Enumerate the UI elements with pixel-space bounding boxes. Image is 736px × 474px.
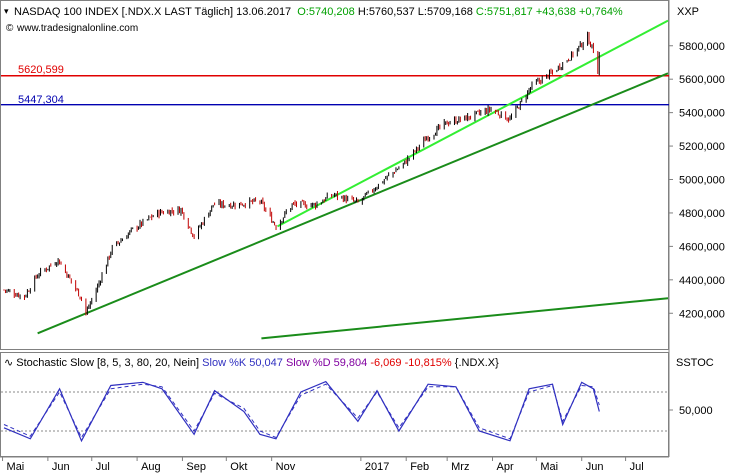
trendline-1 bbox=[277, 19, 669, 228]
trendline-2 bbox=[261, 297, 669, 340]
y-tick-label-4: 5000,000 bbox=[679, 175, 725, 187]
indicator-k-label: Slow %K 50,047 bbox=[202, 357, 283, 369]
x-tick-label-4: Sep bbox=[186, 461, 206, 473]
copyright-icon: © bbox=[6, 23, 14, 34]
y-tick-label-6: 4600,000 bbox=[679, 241, 725, 253]
blue-level-label: 5447,304 bbox=[18, 94, 64, 106]
trendline-0 bbox=[37, 72, 669, 335]
change-value: +43,638 bbox=[536, 6, 576, 18]
y-tick-label-7: 4400,000 bbox=[679, 275, 725, 287]
stoch-k-line bbox=[3, 380, 600, 443]
indicator-arrow-icon: ∿ bbox=[4, 357, 13, 369]
indicator-symbol: {.NDX.X} bbox=[455, 357, 499, 369]
price-axis-unit: XXP bbox=[677, 6, 699, 18]
x-tick-label-10: Apr bbox=[496, 461, 513, 473]
y-tick-label-8: 4200,000 bbox=[679, 308, 725, 320]
y-tick-label-1: 5600,000 bbox=[679, 74, 725, 86]
trendlines bbox=[37, 19, 669, 340]
price-axis: 5800,000 5600,000 5400,000 5200,000 5000,000… bbox=[669, 41, 725, 320]
stochastic-lines bbox=[1, 380, 669, 443]
header-arrow-icon: ▾ bbox=[4, 6, 9, 16]
time-axis: Mai Jun Jul Aug Sep Okt Nov 2017 Feb Mrz Apr Mai Jun… bbox=[2, 457, 644, 473]
indicator-name: Stochastic Slow [8, 5, 3, 80, 20, Nein] bbox=[16, 357, 199, 369]
y-tick-label-3: 5200,000 bbox=[679, 141, 725, 153]
x-tick-label-5: Okt bbox=[230, 461, 247, 473]
x-tick-label-0: Mai bbox=[7, 461, 25, 473]
red-level-label: 5620,599 bbox=[18, 64, 64, 76]
open-value: O:5740,208 bbox=[297, 6, 355, 18]
header-line: NASDAQ 100 INDEX [.NDX.X LAST Täglich] 1… bbox=[14, 6, 623, 18]
x-tick-label-7: 2017 bbox=[365, 461, 389, 473]
y-tick-label-5: 4800,000 bbox=[679, 208, 725, 220]
close-value: C:5751,817 bbox=[476, 6, 533, 18]
watermark: www.tradesignalonline.com bbox=[16, 23, 138, 34]
x-tick-label-11: Mai bbox=[540, 461, 558, 473]
indicator-axis-unit: SSTOC bbox=[676, 357, 714, 369]
indicator-d-label: Slow %D 59,804 bbox=[286, 357, 367, 369]
price-panel-frame bbox=[0, 0, 669, 350]
x-tick-label-8: Feb bbox=[410, 461, 429, 473]
x-tick-label-13: Jul bbox=[630, 461, 644, 473]
indicator-change-pct: -10,815% bbox=[405, 357, 452, 369]
y-tick-label-0: 5800,000 bbox=[679, 41, 725, 53]
indicator-header: ∿ Stochastic Slow [8, 5, 3, 80, 20, Nein… bbox=[4, 357, 499, 369]
instrument-title: NASDAQ 100 INDEX [.NDX.X LAST Täglich] 1… bbox=[14, 6, 291, 18]
x-tick-label-1: Jun bbox=[52, 461, 70, 473]
high-value: H:5760,537 bbox=[358, 6, 415, 18]
indicator-y-tick-label: 50,000 bbox=[679, 405, 713, 417]
stoch-d-line bbox=[3, 383, 600, 440]
price-bars bbox=[3, 31, 600, 316]
x-tick-label-3: Aug bbox=[141, 461, 161, 473]
x-tick-label-12: Jun bbox=[586, 461, 604, 473]
low-value: L:5709,168 bbox=[418, 6, 473, 18]
x-tick-label-6: Nov bbox=[276, 461, 296, 473]
x-tick-label-9: Mrz bbox=[451, 461, 469, 473]
y-tick-label-2: 5400,000 bbox=[679, 108, 725, 120]
horizontal-levels bbox=[1, 75, 669, 106]
x-tick-label-2: Jul bbox=[96, 461, 110, 473]
change-pct-value: +0,764% bbox=[579, 6, 623, 18]
indicator-change: -6,069 bbox=[370, 357, 401, 369]
